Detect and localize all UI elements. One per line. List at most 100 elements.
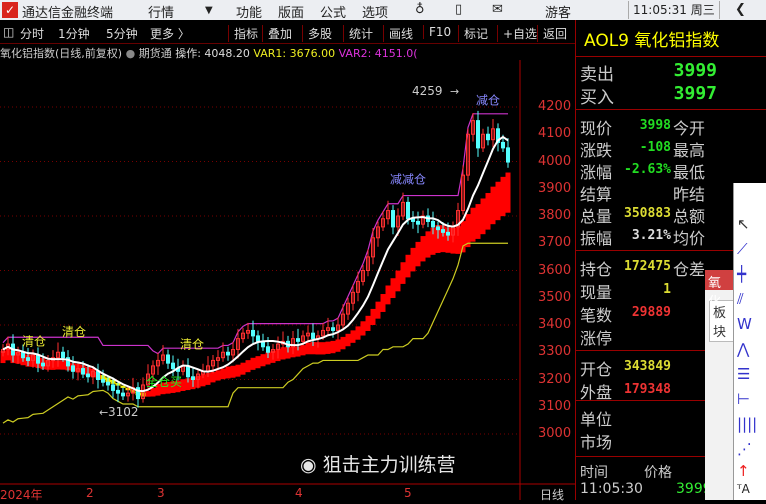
period-intraday[interactable]: 分时 <box>20 27 45 41</box>
app-title: 通达信金融终端 <box>22 6 114 21</box>
menu-function[interactable]: 功能 <box>236 6 263 21</box>
band-bar <box>375 301 381 319</box>
tick-price-header: 价格 <box>644 465 672 481</box>
candle-body <box>31 354 35 361</box>
overlay-button[interactable]: 叠加 <box>262 25 292 42</box>
menu-formula[interactable]: 公式 <box>320 6 347 21</box>
menu-options[interactable]: 选项 <box>362 6 389 21</box>
band-bar <box>225 366 231 379</box>
quote-value: 343849 <box>624 359 671 374</box>
candle-body <box>416 220 420 225</box>
buy-row: 买入 3997 <box>580 83 766 108</box>
candle-body <box>266 346 270 353</box>
candle-body <box>76 368 80 372</box>
candle-body <box>81 368 85 375</box>
draw-line-button[interactable]: 画线 <box>383 25 413 42</box>
period-more[interactable]: 更多 〉 <box>150 27 190 41</box>
candle-body <box>476 120 480 149</box>
watermark-text: 狙击主力训练营 <box>322 454 456 476</box>
candle-body <box>276 343 280 351</box>
candle-body <box>121 392 125 397</box>
var1-value: VAR1: 3676.00 <box>253 47 336 60</box>
tick-time: 11:05:30 <box>580 481 643 497</box>
ma-line <box>2 135 509 393</box>
candle-body <box>361 270 365 282</box>
menu-layout[interactable]: 版面 <box>278 6 305 21</box>
text-tool-icon[interactable]: ᵀA <box>737 482 750 496</box>
buy-price: 3997 <box>673 83 717 104</box>
band-bar <box>0 350 6 364</box>
candle-body <box>66 357 70 367</box>
band-bar <box>300 345 306 356</box>
band-bar <box>415 241 421 267</box>
panel-toggle-icon[interactable]: ◫ <box>3 25 15 39</box>
parallel-line-icon[interactable]: ⫽ <box>737 290 744 308</box>
candle-body <box>236 338 240 351</box>
quote-label: 涨幅 <box>580 163 613 182</box>
back-button[interactable]: 返回 <box>537 25 567 42</box>
price-wave-icon[interactable]: ⋀ <box>737 340 750 358</box>
back-arrow-icon[interactable]: ❮ <box>735 2 746 17</box>
band-bar <box>330 340 336 354</box>
quote-label-2: 今开 <box>673 119 706 138</box>
chart-annotation: 减仓 <box>476 93 500 107</box>
candle-body <box>106 381 110 386</box>
add-watchlist-button[interactable]: +自选 <box>497 25 537 42</box>
quote-label: 涨跌 <box>580 141 613 160</box>
band-bar <box>500 176 506 217</box>
weibo-icon: ◉ <box>300 454 317 476</box>
band-bar <box>405 254 411 278</box>
candle-body <box>366 256 370 271</box>
candle-body <box>471 120 475 135</box>
sector-button[interactable]: 板块 <box>709 300 735 342</box>
candle-body <box>496 128 500 143</box>
dropdown-icon[interactable]: ▼ <box>205 5 213 16</box>
period-5min[interactable]: 5分钟 <box>106 27 138 41</box>
candle-body <box>221 351 225 359</box>
band-bar <box>370 308 376 325</box>
up-arrow-icon[interactable]: ↑ <box>737 462 750 480</box>
period-lines-icon[interactable]: |||| <box>737 415 758 433</box>
candle-body <box>241 332 245 340</box>
band-bar <box>380 294 386 312</box>
menu-bar: ✓ 通达信金融终端 行情 ▼ 功能 版面 公式 选项 ♁ ▯ ✉ 游客 11:0… <box>0 0 766 21</box>
candle-body <box>36 354 40 364</box>
candle-body <box>396 215 400 228</box>
quote-value: -2.63% <box>624 162 671 177</box>
phone-icon[interactable]: ▯ <box>455 2 463 17</box>
multi-stock-button[interactable]: 多股 <box>302 25 332 42</box>
stats-button[interactable]: 统计 <box>343 25 373 42</box>
fib-lines-icon[interactable]: ☰ <box>737 365 751 383</box>
indicator-button[interactable]: 指标 <box>228 25 258 42</box>
vertical-line-icon[interactable]: ┿ <box>737 265 747 283</box>
mark-button[interactable]: 标记 <box>458 25 488 42</box>
menu-quotes[interactable]: 行情 <box>148 6 175 21</box>
mail-icon[interactable]: ✉ <box>492 2 503 17</box>
service-icon[interactable]: ♁ <box>415 2 425 17</box>
f10-button[interactable]: F10 <box>423 25 451 39</box>
candle-body <box>26 357 30 361</box>
wave-tool-icon[interactable]: W <box>737 315 752 333</box>
sector-window[interactable]: 氧化 板块 <box>705 270 735 500</box>
band-bar <box>390 278 396 299</box>
candle-body <box>391 210 395 228</box>
period-1min[interactable]: 1分钟 <box>58 27 90 41</box>
x-label: 3 <box>157 486 165 500</box>
band-bar <box>355 326 361 340</box>
band-bar <box>495 181 501 221</box>
line-tool-icon[interactable]: ⟋ <box>737 240 748 258</box>
candle-body <box>331 327 335 331</box>
fan-lines-icon[interactable]: ⋰ <box>737 440 752 458</box>
popup-tab[interactable]: 氧化 <box>705 270 735 310</box>
candle-body <box>346 302 350 315</box>
instrument-header: AOL9 氧化铝指数 <box>575 20 766 57</box>
candle-body <box>321 329 325 337</box>
user-label[interactable]: 游客 <box>545 6 572 21</box>
band-bar <box>425 231 431 258</box>
band-bar <box>335 339 341 352</box>
app-logo-icon: ✓ <box>2 2 18 18</box>
bracket-icon[interactable]: ⊢ <box>737 390 751 408</box>
candle-body <box>216 357 220 361</box>
cursor-icon[interactable]: ↖ <box>737 215 750 233</box>
